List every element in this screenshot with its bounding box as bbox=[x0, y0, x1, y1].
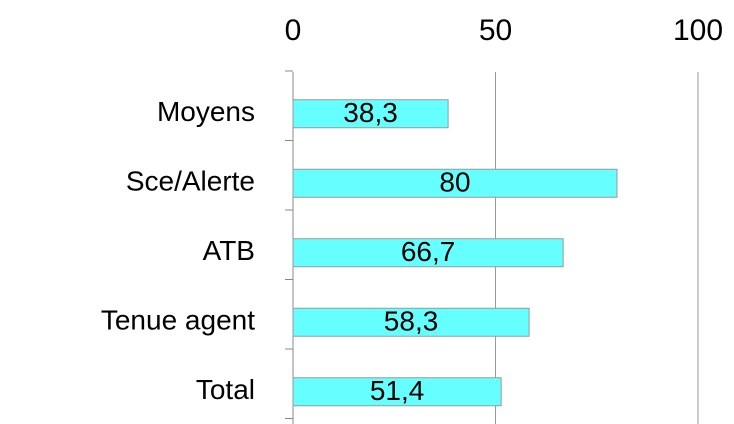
bar bbox=[292, 99, 449, 129]
value-label: 66,7 bbox=[401, 236, 456, 267]
y-tick-label: Moyens bbox=[157, 96, 255, 127]
value-label: 38,3 bbox=[343, 97, 398, 128]
value-label: 58,3 bbox=[384, 306, 439, 337]
y-tick-label: Total bbox=[196, 374, 255, 405]
bar bbox=[292, 307, 530, 337]
y-tick-label: Tenue agent bbox=[101, 305, 255, 336]
x-tick-label: 50 bbox=[479, 14, 512, 47]
x-tick-label: 0 bbox=[285, 14, 302, 47]
bar bbox=[292, 238, 564, 268]
value-label: 51,4 bbox=[370, 375, 425, 406]
y-tick-label: Sce/Alerte bbox=[126, 166, 255, 197]
bar bbox=[292, 168, 618, 198]
x-tick-label: 100 bbox=[673, 14, 723, 47]
bar bbox=[292, 377, 502, 407]
value-label: 80 bbox=[439, 167, 470, 198]
y-tick-label: ATB bbox=[203, 235, 255, 266]
